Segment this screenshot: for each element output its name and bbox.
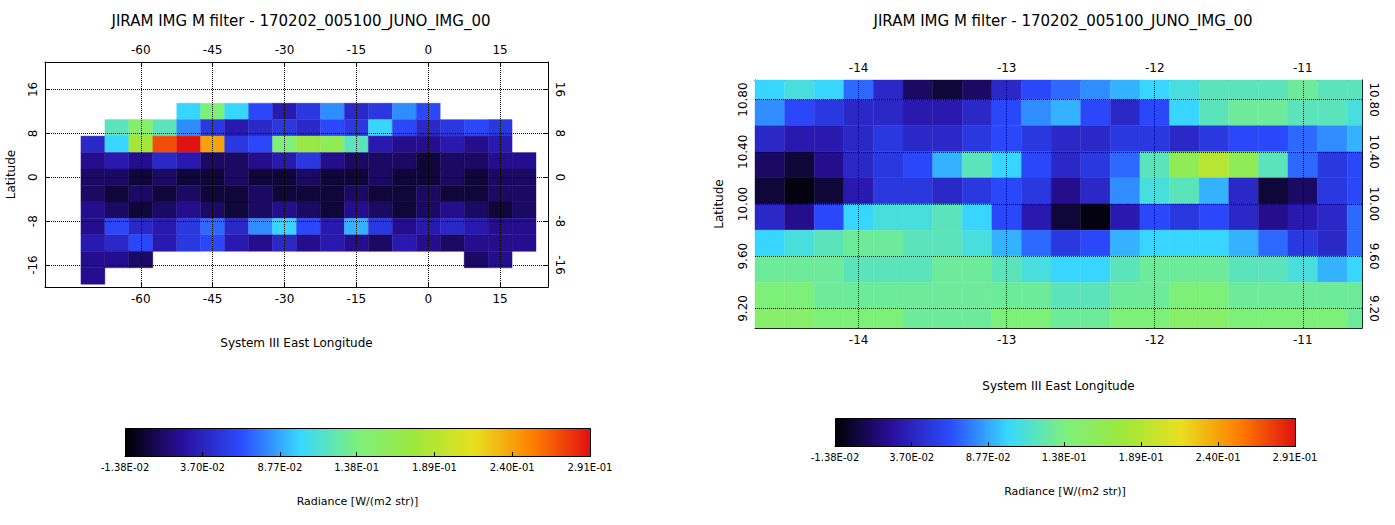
svg-text:-11: -11 bbox=[1293, 333, 1313, 347]
svg-text:JIRAM IMG M filter - 170202_00: JIRAM IMG M filter - 170202_005100_JUNO_… bbox=[111, 12, 491, 31]
svg-text:8.77E-02: 8.77E-02 bbox=[257, 462, 302, 473]
svg-text:10.40: 10.40 bbox=[1367, 135, 1381, 169]
svg-text:2.91E-01: 2.91E-01 bbox=[568, 462, 613, 473]
svg-text:-1.38E-02: -1.38E-02 bbox=[101, 462, 150, 473]
svg-text:-8: -8 bbox=[553, 215, 567, 227]
svg-text:Latitude: Latitude bbox=[712, 179, 726, 228]
svg-text:-8: -8 bbox=[26, 215, 40, 227]
svg-text:-60: -60 bbox=[131, 43, 151, 57]
svg-text:-60: -60 bbox=[131, 292, 151, 306]
svg-text:8.77E-02: 8.77E-02 bbox=[966, 452, 1011, 463]
svg-text:-16: -16 bbox=[26, 255, 40, 275]
svg-text:2.91E-01: 2.91E-01 bbox=[1273, 452, 1318, 463]
svg-text:-14: -14 bbox=[849, 333, 869, 347]
svg-text:Radiance [W/(m2 str)]: Radiance [W/(m2 str)] bbox=[297, 495, 419, 508]
svg-text:-1.38E-02: -1.38E-02 bbox=[811, 452, 860, 463]
svg-text:-13: -13 bbox=[997, 61, 1017, 75]
svg-text:System III East Longitude: System III East Longitude bbox=[220, 336, 372, 350]
svg-text:9.60: 9.60 bbox=[1367, 243, 1381, 270]
svg-text:3.70E-02: 3.70E-02 bbox=[180, 462, 225, 473]
svg-text:15: 15 bbox=[492, 43, 507, 57]
svg-text:2.40E-01: 2.40E-01 bbox=[1196, 452, 1241, 463]
svg-text:-12: -12 bbox=[1145, 333, 1165, 347]
svg-text:10.00: 10.00 bbox=[1367, 187, 1381, 221]
svg-text:0: 0 bbox=[424, 43, 432, 57]
svg-text:-14: -14 bbox=[849, 61, 869, 75]
svg-text:3.70E-02: 3.70E-02 bbox=[889, 452, 934, 463]
svg-text:1.38E-01: 1.38E-01 bbox=[1042, 452, 1087, 463]
svg-text:-30: -30 bbox=[275, 43, 295, 57]
svg-text:1.38E-01: 1.38E-01 bbox=[334, 462, 379, 473]
svg-text:-13: -13 bbox=[997, 333, 1017, 347]
svg-text:Radiance [W/(m2 str)]: Radiance [W/(m2 str)] bbox=[1004, 485, 1126, 498]
svg-text:-16: -16 bbox=[553, 255, 567, 275]
svg-text:-12: -12 bbox=[1145, 61, 1165, 75]
svg-text:10.00: 10.00 bbox=[736, 187, 750, 221]
svg-text:10.80: 10.80 bbox=[1367, 82, 1381, 116]
svg-text:-15: -15 bbox=[347, 43, 367, 57]
svg-text:Latitude: Latitude bbox=[4, 150, 18, 199]
svg-text:0: 0 bbox=[553, 173, 567, 181]
svg-text:-11: -11 bbox=[1293, 61, 1313, 75]
svg-text:0: 0 bbox=[424, 292, 432, 306]
svg-text:JIRAM IMG M filter - 170202_00: JIRAM IMG M filter - 170202_005100_JUNO_… bbox=[873, 12, 1253, 31]
svg-text:1.89E-01: 1.89E-01 bbox=[1119, 452, 1164, 463]
svg-text:10.40: 10.40 bbox=[736, 135, 750, 169]
svg-text:1.89E-01: 1.89E-01 bbox=[412, 462, 457, 473]
svg-text:8: 8 bbox=[26, 130, 40, 138]
svg-text:-30: -30 bbox=[275, 292, 295, 306]
svg-text:9.20: 9.20 bbox=[736, 295, 750, 322]
svg-text:15: 15 bbox=[492, 292, 507, 306]
svg-text:System III East Longitude: System III East Longitude bbox=[982, 379, 1134, 393]
svg-text:10.80: 10.80 bbox=[736, 82, 750, 116]
svg-text:9.20: 9.20 bbox=[1367, 295, 1381, 322]
svg-text:16: 16 bbox=[553, 82, 567, 97]
svg-text:-45: -45 bbox=[203, 43, 223, 57]
svg-text:8: 8 bbox=[553, 130, 567, 138]
svg-text:-15: -15 bbox=[347, 292, 367, 306]
svg-text:9.60: 9.60 bbox=[736, 243, 750, 270]
svg-text:16: 16 bbox=[26, 82, 40, 97]
svg-text:0: 0 bbox=[26, 173, 40, 181]
svg-text:-45: -45 bbox=[203, 292, 223, 306]
svg-text:2.40E-01: 2.40E-01 bbox=[490, 462, 535, 473]
